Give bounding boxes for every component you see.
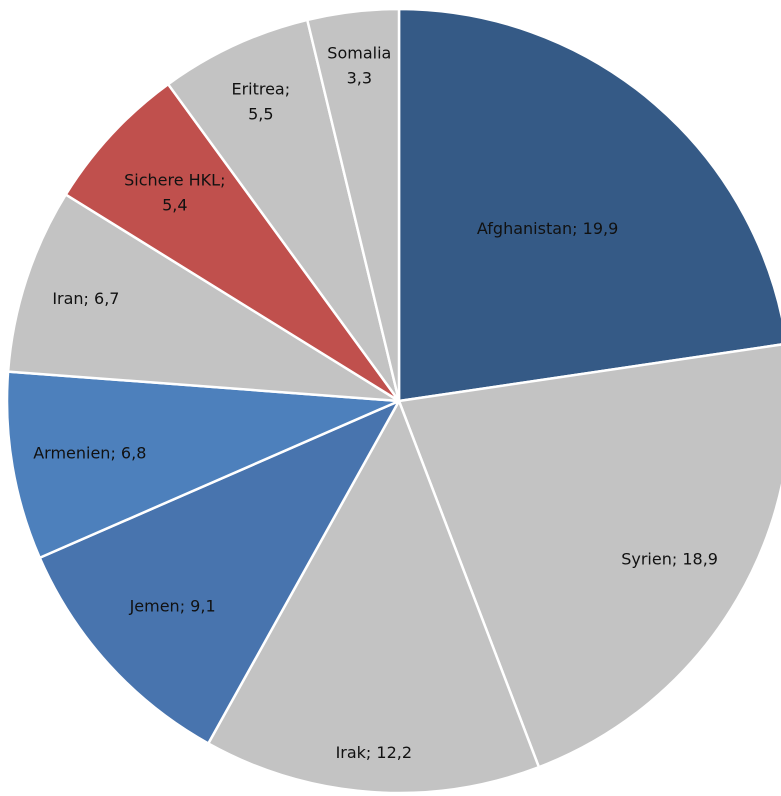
pie-labels: Afghanistan; 19,9 Syrien; 18,9 Irak; 12,2 J… (33, 44, 718, 762)
slice-label-afghanistan: Afghanistan; 19,9 (477, 219, 618, 238)
slice-label-line: Sichere HKL; (124, 171, 225, 190)
slice-jemen (38, 399, 401, 745)
slice-label-line: Jemen; 9,1 (129, 597, 216, 616)
slice-label-somalia: Somalia 3,3 (327, 44, 391, 88)
pie-slices (5, 7, 781, 795)
slice-label-line: Irak; 12,2 (336, 743, 412, 762)
slice-label-line: Armenien; 6,8 (33, 444, 146, 463)
slice-label-line: Somalia (327, 44, 391, 63)
slice-afghanistan (397, 7, 781, 403)
slice-label-line: Iran; 6,7 (52, 289, 119, 308)
slice-label-sichere-hkl: Sichere HKL; 5,4 (124, 171, 225, 215)
slice-sichere-hkl (64, 82, 401, 403)
slice-eritrea (166, 18, 401, 403)
slice-label-irak: Irak; 12,2 (336, 743, 412, 762)
slice-label-line: 5,5 (248, 105, 273, 124)
slice-label-line: Syrien; 18,9 (621, 549, 718, 568)
slice-label-line: Eritrea; (231, 80, 290, 99)
slice-label-line: 3,3 (347, 69, 372, 88)
slice-label-eritrea: Eritrea; 5,5 (231, 80, 290, 124)
slice-label-line: 5,4 (162, 196, 187, 215)
slice-label-line: Afghanistan; 19,9 (477, 219, 618, 238)
slice-iran (6, 193, 401, 403)
slice-label-jemen: Jemen; 9,1 (129, 597, 216, 616)
slice-label-iran: Iran; 6,7 (52, 289, 119, 308)
slice-armenien (5, 370, 401, 560)
slice-label-syrien: Syrien; 18,9 (621, 549, 718, 568)
slice-somalia (306, 7, 401, 403)
slice-label-armenien: Armenien; 6,8 (33, 444, 146, 463)
slice-irak (207, 399, 541, 795)
slice-syrien (397, 343, 781, 769)
